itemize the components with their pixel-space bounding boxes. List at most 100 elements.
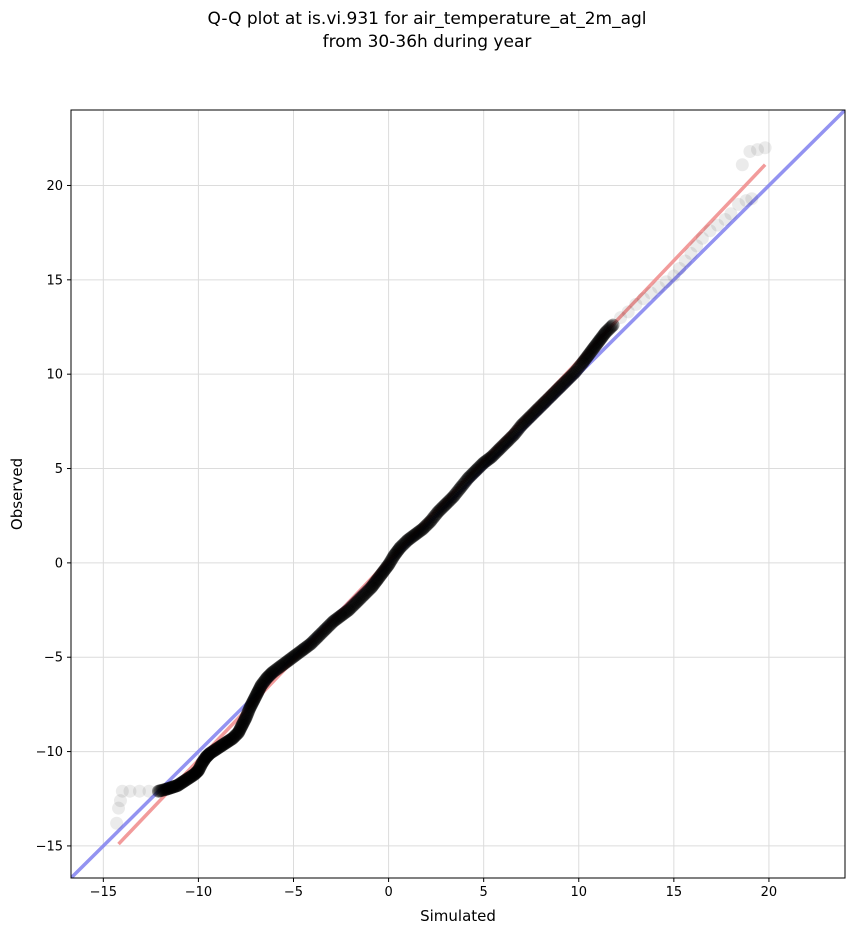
qq-point [222,734,236,748]
qq-point [420,518,434,532]
qq-point [333,610,347,624]
qq-point [264,667,278,681]
qq-point [356,589,370,603]
qq-point [441,495,455,509]
qq-point [196,755,210,769]
qq-point [401,533,415,547]
qq-point [238,712,252,726]
x-tick-label: −15 [90,885,117,900]
x-tick-label: 0 [384,885,392,900]
qq-point [291,646,305,660]
qq-point [357,588,371,602]
qq-point [210,741,224,755]
qq-point [314,627,328,641]
qq-point [551,382,565,396]
qq-point [234,721,248,735]
qq-point [225,732,239,746]
qq-point [235,718,249,732]
qq-point [659,275,673,289]
qq-point [600,324,614,338]
qq-point [253,681,267,695]
qq-point [208,743,222,757]
qq-point [245,697,259,711]
qq-point [361,584,375,598]
qq-point [274,659,288,673]
qq-point [366,578,380,592]
qq-point [243,700,257,714]
qq-point [272,661,286,675]
x-tick-label: 15 [666,885,683,900]
qq-point [520,413,534,427]
qq-point [493,441,507,455]
qq-point [416,522,430,536]
qq-point [745,192,759,206]
qq-point [293,645,307,659]
qq-point [247,692,261,706]
qq-point [191,763,205,777]
qq-point [458,476,472,490]
qq-point [190,765,204,779]
qq-point [348,597,362,611]
qq-point [189,766,203,780]
qq-point [206,745,220,759]
qq-point [574,357,588,371]
qq-point [383,556,397,570]
qq-point [280,655,294,669]
qq-point [112,801,126,815]
qq-point [277,657,291,671]
qq-point [246,695,260,709]
qq-point [354,590,368,604]
qq-point [204,746,218,760]
qq-point [170,779,184,793]
qq-point [288,648,302,662]
qq-point [154,784,168,798]
qq-point [480,453,494,467]
qq-point [328,613,342,627]
qq-point [252,684,266,698]
y-tick-label: −10 [36,745,63,760]
qq-point [159,782,173,796]
qq-point [191,764,205,778]
qq-point [176,775,190,789]
y-axis-label: Observed [8,458,26,530]
qq-point [595,331,609,345]
qq-point [492,443,506,457]
qq-point [194,758,208,772]
qq-point [418,519,432,533]
y-tick-label: −5 [44,651,63,666]
qq-point [597,327,611,341]
qq-point [162,781,176,795]
qq-point [432,504,446,518]
qq-point [512,421,526,435]
qq-point [287,649,301,663]
qq-point [402,532,416,546]
qq-point [295,644,309,658]
qq-point [351,594,365,608]
qq-point [263,668,277,682]
qq-point [221,735,235,749]
qq-point [171,778,185,792]
qq-point [467,466,481,480]
qq-point [732,197,746,211]
qq-point [545,388,559,402]
qq-point [409,527,423,541]
qq-point [422,516,436,530]
qq-point [142,784,156,798]
qq-point [258,673,272,687]
qq-point [522,411,536,425]
qq-point [454,480,468,494]
qq-point [183,770,197,784]
qq-point [196,754,210,768]
qq-point [629,297,643,311]
qq-point [461,471,475,485]
qq-point [211,741,225,755]
qq-point [192,762,206,776]
qq-point [370,573,384,587]
qq-point [315,626,329,640]
qq-point [543,390,557,404]
qq-point [267,664,281,678]
qq-point [230,727,244,741]
qq-point [549,384,563,398]
qq-point [568,365,582,379]
